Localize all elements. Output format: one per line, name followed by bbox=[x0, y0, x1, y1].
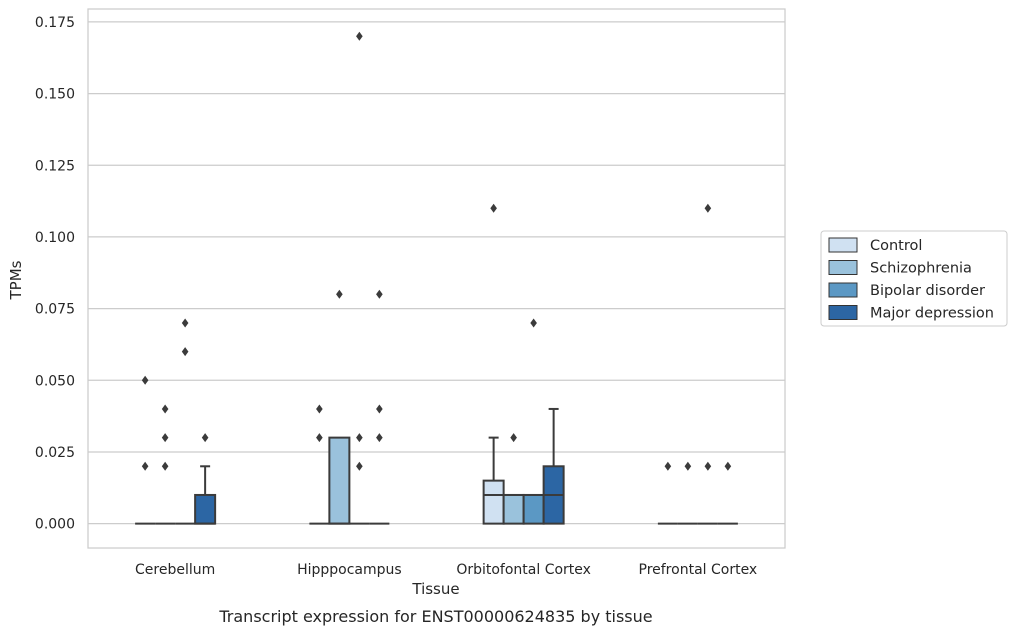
box-1-1 bbox=[328, 436, 351, 525]
x-tick-label: Hipppocampus bbox=[297, 562, 402, 578]
y-tick-label: 0.075 bbox=[35, 302, 75, 318]
y-tick-label: 0.000 bbox=[35, 517, 75, 533]
box-2-2 bbox=[522, 493, 545, 525]
outlier-point bbox=[336, 289, 343, 299]
y-tick-labels: 0.000 0.025 0.050 0.075 0.100 0.125 0.150 0.175 bbox=[35, 15, 75, 533]
x-tick-label: Orbitofontal Cortex bbox=[456, 562, 591, 578]
y-tick-label: 0.100 bbox=[35, 230, 75, 246]
box-body bbox=[194, 493, 217, 525]
outlier-point bbox=[376, 404, 383, 414]
outlier-point bbox=[356, 461, 363, 471]
outlier-point bbox=[704, 461, 712, 471]
chart-caption: Transcript expression for ENST0000062483… bbox=[218, 607, 652, 626]
x-axis-title: Tissue bbox=[411, 580, 459, 598]
legend-swatch bbox=[828, 282, 858, 298]
plot-frame bbox=[87, 8, 786, 549]
outliers bbox=[141, 31, 732, 471]
box-body bbox=[522, 493, 545, 525]
y-axis-title: TPMs bbox=[7, 260, 25, 300]
boxes bbox=[135, 407, 738, 525]
outlier-point bbox=[510, 433, 517, 443]
outlier-point bbox=[376, 433, 383, 443]
outlier-point bbox=[684, 461, 692, 471]
outlier-point bbox=[356, 31, 363, 41]
legend-frame bbox=[820, 230, 1008, 327]
legend: Control Schizophrenia Bipolar disorder Majo… bbox=[820, 230, 1008, 327]
outlier-point bbox=[141, 461, 149, 471]
grid-lines bbox=[88, 21, 785, 525]
y-tick-label: 0.150 bbox=[35, 87, 75, 103]
legend-swatch bbox=[828, 305, 858, 320]
x-tick-label: Cerebellum bbox=[135, 562, 215, 578]
box-0-3 bbox=[194, 465, 217, 525]
y-tick-label: 0.025 bbox=[35, 445, 75, 461]
x-tick-label: Prefrontal Cortex bbox=[639, 562, 758, 578]
box-body bbox=[482, 479, 505, 525]
outlier-point bbox=[724, 461, 732, 471]
box-2-3 bbox=[542, 407, 565, 525]
outlier-point bbox=[141, 375, 149, 385]
outlier-point bbox=[181, 347, 189, 357]
outlier-point bbox=[161, 404, 169, 414]
y-tick-label: 0.125 bbox=[35, 158, 75, 174]
outlier-point bbox=[490, 203, 497, 213]
y-tick-label: 0.050 bbox=[35, 373, 75, 389]
legend-swatch bbox=[828, 237, 858, 253]
legend-label: Control bbox=[870, 238, 922, 254]
legend-swatch bbox=[828, 260, 858, 275]
box-body bbox=[328, 436, 351, 525]
outlier-point bbox=[664, 461, 672, 471]
outlier-point bbox=[376, 289, 383, 299]
y-tick-label: 0.175 bbox=[35, 15, 75, 31]
legend-label: Schizophrenia bbox=[870, 261, 972, 277]
box-2-0 bbox=[482, 436, 505, 525]
x-tick-labels: Cerebellum Hipppocampus Orbitofontal Corte… bbox=[135, 562, 757, 578]
outlier-point bbox=[530, 318, 537, 328]
outlier-point bbox=[201, 433, 209, 443]
outlier-point bbox=[356, 433, 363, 443]
outlier-point bbox=[316, 433, 323, 443]
box-body bbox=[502, 493, 525, 525]
legend-label: Bipolar disorder bbox=[870, 283, 985, 299]
box-2-1 bbox=[502, 493, 525, 525]
outlier-point bbox=[704, 203, 712, 213]
outlier-point bbox=[161, 461, 169, 471]
legend-label: Major depression bbox=[870, 306, 994, 322]
outlier-point bbox=[161, 433, 169, 443]
outlier-point bbox=[181, 318, 189, 328]
outlier-point bbox=[316, 404, 323, 414]
